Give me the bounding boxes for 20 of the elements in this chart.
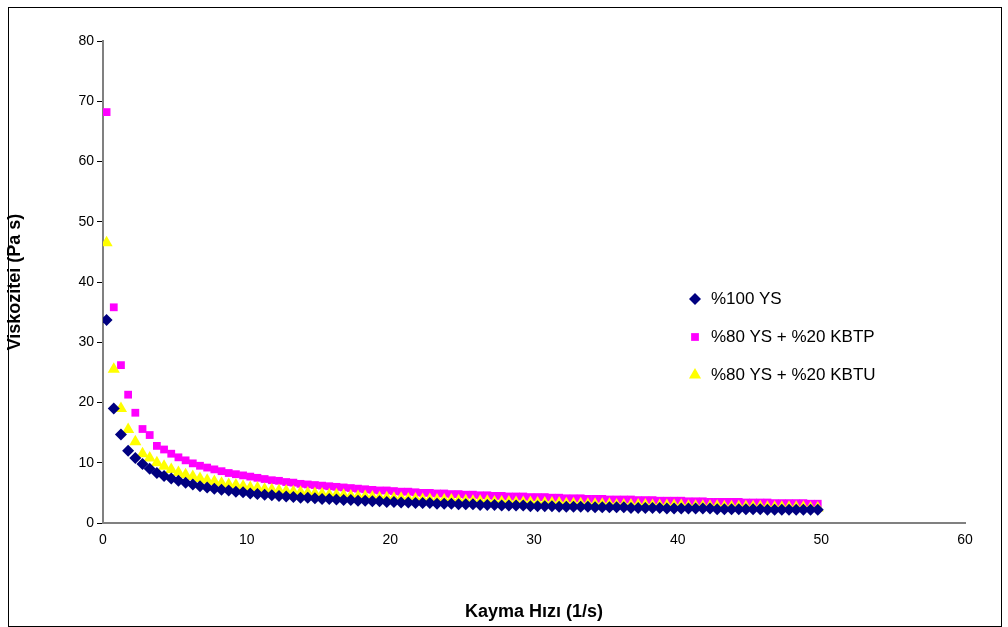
legend-label: %80 YS + %20 KBTP — [711, 326, 875, 346]
x-tick-label: 10 — [238, 531, 255, 548]
x-tick-label: 0 — [99, 531, 108, 548]
y-tick-label: 40 — [78, 272, 95, 289]
y-tick-label: 30 — [78, 333, 95, 350]
x-tick-label: 20 — [382, 531, 399, 548]
x-axis-title: Kayma Hızı (1/s) — [464, 601, 604, 622]
y-tick-label: 60 — [78, 152, 95, 169]
y-tick-label: 20 — [78, 393, 95, 410]
x-tick-label: 50 — [813, 531, 830, 548]
legend-label: %100 YS — [711, 288, 782, 308]
y-tick-label: 70 — [78, 92, 95, 109]
y-tick-label: 50 — [78, 212, 95, 229]
x-tick-label: 30 — [526, 531, 542, 548]
x-tick-label: 60 — [957, 531, 973, 548]
y-tick-label: 10 — [78, 453, 95, 470]
y-tick-label: 80 — [78, 31, 95, 48]
x-tick-label: 40 — [669, 531, 686, 548]
legend-label: %80 YS + %20 KBTU — [711, 364, 876, 384]
y-tick-label: 0 — [86, 513, 95, 530]
